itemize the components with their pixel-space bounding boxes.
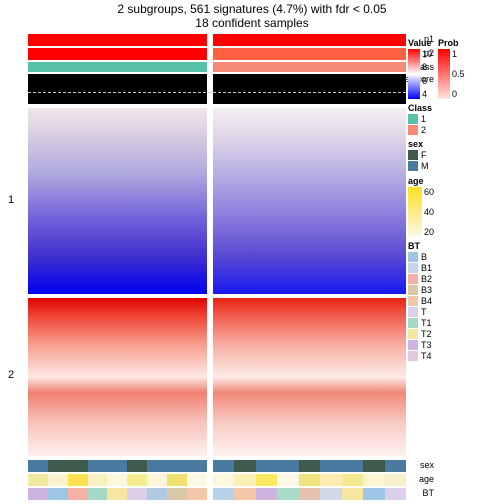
main-plot-area: p1p2ClassSilhouette scoresexageBT (28, 34, 406, 502)
title-area: 2 subgroups, 561 signatures (4.7%) with … (0, 0, 504, 30)
group-2-label: 2 (8, 369, 14, 381)
title-line-2: 18 confident samples (0, 16, 504, 30)
row-labels: 1 2 (0, 34, 26, 502)
legend-area: Value10864Prob10.50Class12sexFMage604020… (408, 34, 502, 502)
group-1-label: 1 (8, 194, 14, 206)
chart-container: 2 subgroups, 561 signatures (4.7%) with … (0, 0, 504, 504)
title-line-1: 2 subgroups, 561 signatures (4.7%) with … (0, 2, 504, 16)
